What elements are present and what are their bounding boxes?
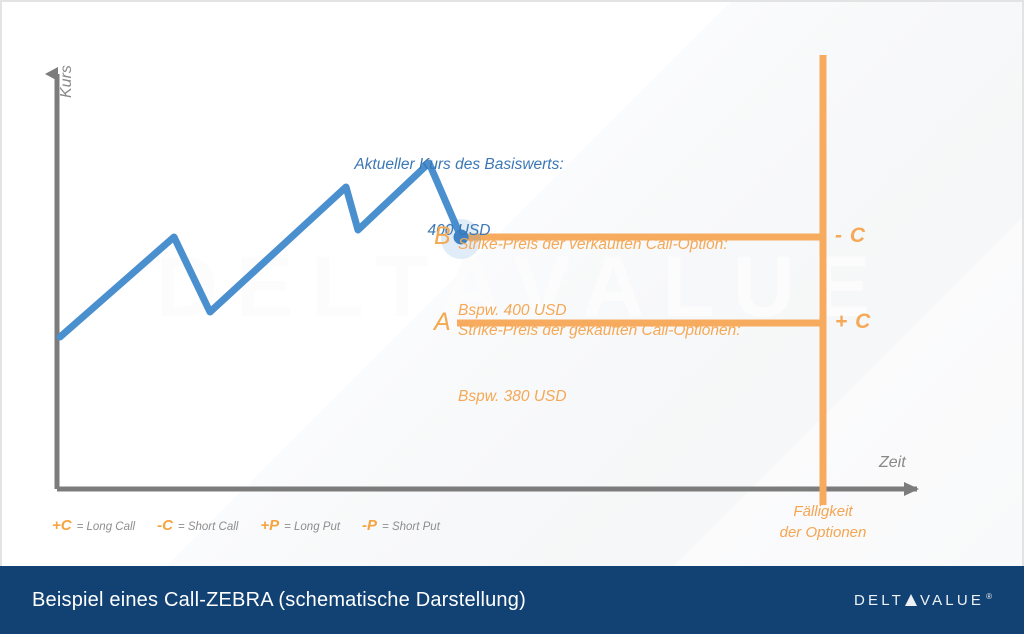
legend-item-short-put: -P = Short Put [362,517,440,534]
spot-price-annotation: Aktueller Kurs des Basiswerts: 400 USD [304,110,614,286]
legend-item-long-put: +P = Long Put [260,517,340,534]
logo-text-pre: DELT [853,591,905,609]
long-call-annotation-line1: Strike-Preis der gekauften Call-Optionen… [458,322,741,339]
legend: +C = Long Call -C = Short Call +P = Long… [52,517,440,534]
short-call-cashflow-label: - C [835,224,866,247]
short-call-annotation-line2: Bspw. 400 USD [458,302,567,319]
y-axis-label: Kurs [58,65,75,98]
legend-symbol-long-put: +P [260,517,280,534]
registered-trademark-icon: ® [986,591,992,601]
legend-text-short-call: = Short Call [177,521,239,533]
expiry-note: Fälligkeit der Optionen [779,503,867,541]
legend-symbol-short-call: -C [157,517,173,534]
legend-item-long-call: +C = Long Call [52,517,135,534]
long-call-annotation-line2: Bspw. 380 USD [458,388,567,405]
spot-price-annotation-line1: Aktueller Kurs des Basiswerts: [354,156,564,173]
delta-triangle-icon [905,593,918,606]
price-line [56,159,465,341]
short-call-annotation: Strike-Preis der verkauften Call-Option:… [458,190,728,366]
figure-caption: Beispiel eines Call-ZEBRA (schematische … [32,588,526,611]
logo-text-post: VALUE [920,591,985,609]
legend-item-short-call: -C = Short Call [157,517,238,534]
x-axis-label: Zeit [879,454,906,471]
legend-symbol-short-put: -P [362,517,378,534]
spot-marker-dot [453,229,469,245]
short-call-annotation-line1: Strike-Preis der verkauften Call-Option: [458,236,728,253]
legend-text-long-put: = Long Put [284,521,341,533]
point-label-b: B [434,222,451,250]
deltavalue-logo: DELT VALUE ® [854,592,992,609]
footer-bar: Beispiel eines Call-ZEBRA (schematische … [0,566,1024,634]
legend-text-short-put: = Short Put [382,521,440,533]
legend-text-long-call: = Long Call [76,521,136,533]
legend-symbol-long-call: +C [52,517,72,534]
spot-price-annotation-line2: 400 USD [427,222,491,239]
long-call-annotation: Strike-Preis der gekauften Call-Optionen… [458,276,741,452]
chart-canvas: DELTAVALUE [0,0,1024,566]
chart-plot [45,55,919,505]
point-label-a: A [434,308,451,336]
long-call-cashflow-label: + C [835,310,872,333]
